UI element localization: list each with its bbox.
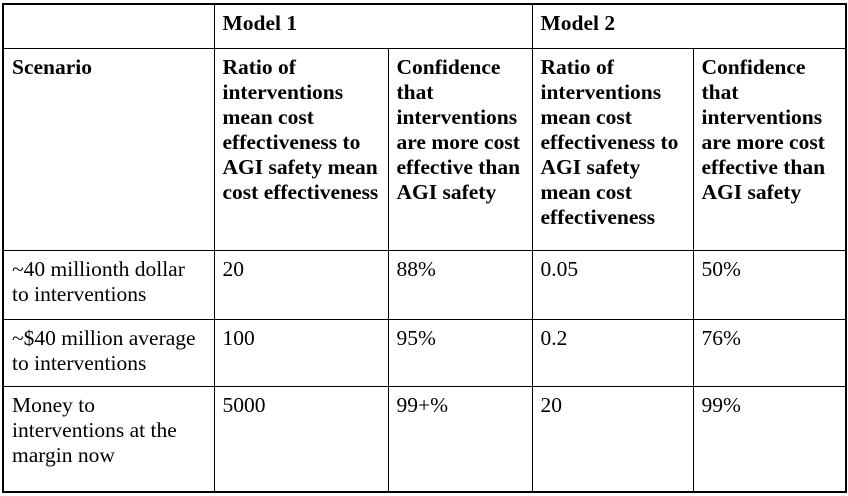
model2-ratio-value-cell: 0.2	[531, 318, 694, 387]
model1-ratio-value-cell: 100	[213, 318, 389, 387]
model2-ratio-header-cell: Ratio of interventions mean cost effecti…	[531, 47, 694, 251]
scenario-cell: Money to interventions at the margin now	[2, 385, 215, 493]
model2-ratio-value-cell: 0.05	[531, 249, 694, 320]
model1-ratio-header-cell: Ratio of interventions mean cost effecti…	[213, 47, 389, 251]
table-row-millionth-dollar: ~40 millionth dollar to interventions 20…	[2, 249, 847, 320]
model1-confidence-value-cell: 88%	[387, 249, 533, 320]
scenario-header-cell: Scenario	[2, 47, 215, 251]
model1-confidence-value-cell: 99+%	[387, 385, 533, 493]
model2-confidence-header-cell: Confidence that interventions are more c…	[692, 47, 847, 251]
model1-confidence-header-cell: Confidence that interventions are more c…	[387, 47, 533, 251]
model2-confidence-value-cell: 99%	[692, 385, 847, 493]
table-row-margin-now: Money to interventions at the margin now…	[2, 385, 847, 493]
model2-confidence-value-cell: 76%	[692, 318, 847, 387]
model1-confidence-value-cell: 95%	[387, 318, 533, 387]
model2-confidence-value-cell: 50%	[692, 249, 847, 320]
model1-ratio-value-cell: 5000	[213, 385, 389, 493]
model-comparison-table: Model 1 Model 2 Scenario Ratio of interv…	[2, 3, 847, 493]
model2-header-cell: Model 2	[531, 3, 847, 49]
model2-ratio-value-cell: 20	[531, 385, 694, 493]
table-row-million-average: ~$40 million average to interventions 10…	[2, 318, 847, 387]
scenario-cell: ~$40 million average to interventions	[2, 318, 215, 387]
table-row-column-headers: Scenario Ratio of interventions mean cos…	[2, 47, 847, 251]
table-row-model-headers: Model 1 Model 2	[2, 3, 847, 49]
scenario-cell: ~40 millionth dollar to interventions	[2, 249, 215, 320]
corner-blank-cell	[2, 3, 215, 49]
model1-ratio-value-cell: 20	[213, 249, 389, 320]
model1-header-cell: Model 1	[213, 3, 533, 49]
